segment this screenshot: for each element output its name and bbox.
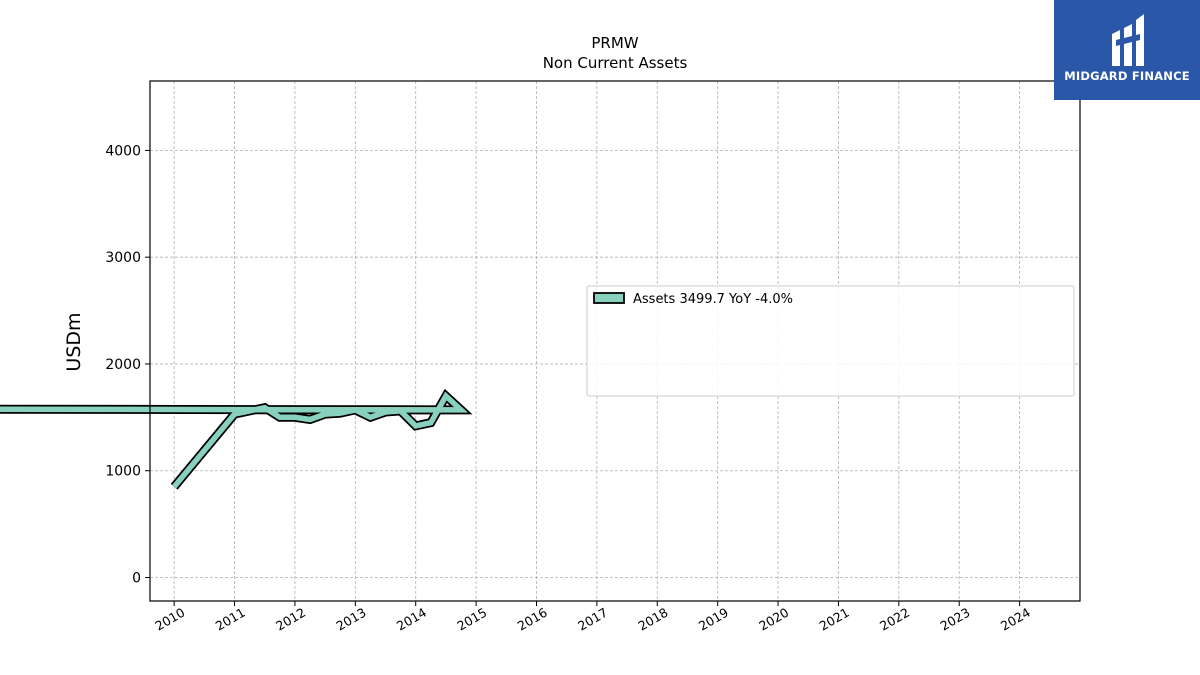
legend-swatch — [593, 292, 625, 304]
x-tick-label: 2024 — [998, 605, 1033, 634]
x-tick-label: 2022 — [877, 605, 912, 634]
x-tick-label: 2018 — [635, 605, 670, 634]
x-tick-label: 2015 — [454, 605, 489, 634]
x-tick-label: 2023 — [937, 605, 972, 634]
chart-title: PRMW — [591, 34, 638, 52]
x-tick-label: 2020 — [756, 605, 791, 634]
plot-frame — [149, 80, 1081, 602]
y-tick-label: 4000 — [105, 143, 141, 159]
x-tick-label: 2014 — [394, 605, 429, 634]
chart-subtitle: Non Current Assets — [543, 54, 688, 72]
x-tick-label: 2011 — [213, 605, 248, 634]
y-tick-label: 3000 — [105, 250, 141, 266]
x-tick-label: 2019 — [696, 605, 731, 634]
series-fill — [0, 391, 469, 489]
x-tick-label: 2010 — [152, 605, 187, 634]
legend-label: Assets 3499.7 YoY -4.0% — [633, 292, 793, 307]
y-axis: 0 1000 2000 3000 4000 — [105, 143, 150, 587]
x-axis: 2010 2011 2012 2013 2014 2015 2016 2017 2018 2019… — [152, 601, 1033, 634]
x-tick-label: 2016 — [515, 605, 550, 634]
y-tick-label: 1000 — [105, 464, 141, 480]
y-tick-label: 2000 — [105, 357, 141, 373]
series-line — [0, 388, 473, 490]
x-tick-label: 2021 — [817, 605, 852, 634]
brand-name: MIDGARD FINANCE — [1064, 69, 1190, 83]
series-layer — [0, 388, 473, 490]
legend-box — [586, 285, 1075, 397]
brand-logo: MIDGARD FINANCE — [1054, 0, 1200, 100]
x-tick-label: 2017 — [575, 605, 610, 634]
legend: Assets 3499.7 YoY -4.0% — [586, 285, 1075, 397]
midgard-logo-icon — [1112, 14, 1144, 66]
x-tick-label: 2012 — [273, 605, 308, 634]
x-tick-label: 2013 — [334, 605, 369, 634]
y-tick-label: 0 — [132, 571, 141, 587]
y-axis-label: USDm — [63, 312, 85, 371]
